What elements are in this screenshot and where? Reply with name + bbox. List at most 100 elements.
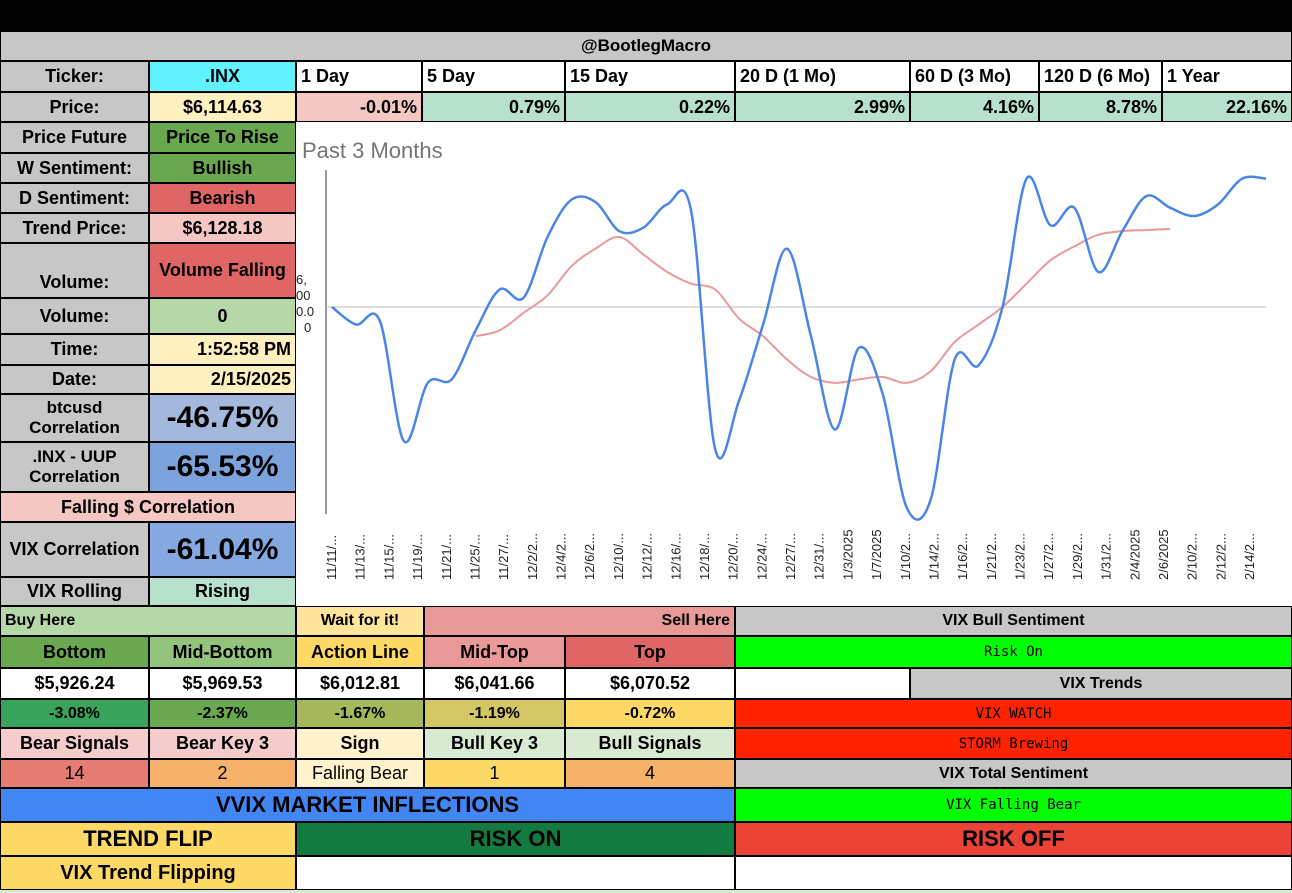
bull-key-3-header: Bull Key 3 (424, 728, 565, 759)
change-5d: 0.79% (422, 92, 565, 122)
x-tick-label: 11/25/... (467, 534, 482, 580)
bull-signals-value: 4 (565, 759, 735, 788)
zone-top-price: $6,070.52 (565, 668, 735, 699)
x-tick-label: 11/21/... (439, 534, 454, 580)
vix-total-sentiment-value: VIX Falling Bear (735, 788, 1292, 822)
price-value: $6,114.63 (149, 92, 296, 122)
x-tick-label: 12/12/... (640, 533, 655, 580)
x-tick-label: 11/15/... (381, 534, 396, 580)
change-60d: 4.16% (910, 92, 1039, 122)
period-60d: 60 D (3 Mo) (910, 61, 1039, 92)
w-sentiment-value: Bullish (149, 153, 296, 183)
time-value: 1:52:58 PM (149, 334, 296, 365)
vix-total-sentiment-label: VIX Total Sentiment (735, 759, 1292, 788)
wait-label: Wait for it! (296, 606, 424, 636)
change-1d: -0.01% (296, 92, 422, 122)
x-tick-label: 2/12/2... (1213, 533, 1228, 580)
x-tick-label: 12/18/... (697, 533, 712, 580)
x-tick-label: 2/4/2025 (1127, 529, 1142, 580)
vix-correlation-label: VIX Correlation (0, 522, 149, 577)
vix-rolling-label: VIX Rolling (0, 577, 149, 606)
blank-cell (735, 856, 1292, 890)
change-20d: 2.99% (735, 92, 910, 122)
ticker-value[interactable]: .INX (149, 61, 296, 92)
date-value: 2/15/2025 (149, 365, 296, 394)
x-tick-label: 1/10/2... (898, 533, 913, 580)
x-tick-label: 12/24/... (754, 533, 769, 580)
vix-correlation-value: -61.04% (149, 522, 296, 577)
bear-signals-value: 14 (0, 759, 149, 788)
x-tick-label: 1/14/2... (926, 533, 941, 580)
x-tick-label: 11/19/... (410, 534, 425, 580)
x-tick-label: 2/10/2... (1185, 533, 1200, 580)
zone-top-header: Top (565, 636, 735, 668)
time-label: Time: (0, 334, 149, 365)
x-tick-label: 1/16/2... (955, 533, 970, 580)
price-future-label: Price Future (0, 122, 149, 153)
period-120d: 120 D (6 Mo) (1039, 61, 1162, 92)
y-tick-fragment: 00 (296, 288, 310, 303)
period-1y: 1 Year (1162, 61, 1292, 92)
d-sentiment-label: D Sentiment: (0, 183, 149, 213)
x-tick-label: 1/23/2... (1013, 533, 1028, 580)
zone-mid-top-price: $6,041.66 (424, 668, 565, 699)
zone-mid-top-pct: -1.19% (424, 699, 565, 728)
x-tick-label: 12/31/... (812, 533, 827, 580)
price-chart: Past 3 Months 6, 00 0.0 0 11/11/... 11/13… (296, 122, 1292, 606)
d-sentiment-value: Bearish (149, 183, 296, 213)
zone-bottom-header: Bottom (0, 636, 149, 668)
next-row-strip (0, 890, 1292, 893)
zone-action-line-header: Action Line (296, 636, 424, 668)
x-tick-label: 11/13/... (353, 534, 368, 580)
change-120d: 8.78% (1039, 92, 1162, 122)
x-tick-label: 1/31/2... (1099, 533, 1114, 580)
x-tick-label: 12/16/... (668, 533, 683, 580)
price-future-value: Price To Rise (149, 122, 296, 153)
vix-rolling-value: Rising (149, 577, 296, 606)
uup-correlation-label: .INX - UUP Correlation (0, 442, 149, 492)
zone-action-line-pct: -1.67% (296, 699, 424, 728)
period-20d: 20 D (1 Mo) (735, 61, 910, 92)
period-15d: 15 Day (565, 61, 735, 92)
x-tick-label: 12/27/... (783, 533, 798, 580)
trend-series-line (475, 227, 1171, 384)
zone-mid-bottom-price: $5,969.53 (149, 668, 296, 699)
vix-storm-brewing: STORM Brewing (735, 728, 1292, 759)
zone-mid-top-header: Mid-Top (424, 636, 565, 668)
y-tick-fragment: 6, (296, 272, 307, 287)
x-tick-label: 1/21/2... (984, 533, 999, 580)
vix-watch: VIX WATCH (735, 699, 1292, 728)
price-chart-svg: Past 3 Months 6, 00 0.0 0 11/11/... 11/13… (296, 138, 1267, 580)
x-tick-label: 11/27/... (496, 534, 511, 580)
risk-on: RISK ON (296, 822, 735, 856)
vvix-market-inflections: VVIX MARKET INFLECTIONS (0, 788, 735, 822)
bear-key-3-header: Bear Key 3 (149, 728, 296, 759)
x-tick-label: 12/10/... (611, 533, 626, 580)
zone-action-line-price: $6,012.81 (296, 668, 424, 699)
bear-signals-header: Bear Signals (0, 728, 149, 759)
bull-signals-header: Bull Signals (565, 728, 735, 759)
sign-value: Falling Bear (296, 759, 424, 788)
risk-off: RISK OFF (735, 822, 1292, 856)
sell-here-label: Sell Here (424, 606, 735, 636)
falling-dollar-correlation: Falling $ Correlation (0, 492, 296, 522)
trend-price-value: $6,128.18 (149, 213, 296, 243)
vix-trend-flipping: VIX Trend Flipping (0, 856, 296, 890)
trend-flip: TREND FLIP (0, 822, 296, 856)
zone-mid-bottom-header: Mid-Bottom (149, 636, 296, 668)
volume-trend-label: Volume: (0, 243, 149, 298)
price-series-line (331, 175, 1267, 521)
w-sentiment-label: W Sentiment: (0, 153, 149, 183)
zone-bottom-pct: -3.08% (0, 699, 149, 728)
btc-correlation-value: -46.75% (149, 394, 296, 442)
uup-correlation-value: -65.53% (149, 442, 296, 492)
volume-label: Volume: (0, 298, 149, 334)
price-label: Price: (0, 92, 149, 122)
x-tick-label: 1/7/2025 (869, 529, 884, 580)
x-tick-label: 12/4/2... (554, 533, 569, 580)
change-15d: 0.22% (565, 92, 735, 122)
x-tick-label: 12/2/2... (525, 533, 540, 580)
zone-mid-bottom-pct: -2.37% (149, 699, 296, 728)
vix-bull-sentiment-label: VIX Bull Sentiment (735, 606, 1292, 636)
x-tick-label: 12/6/2... (582, 533, 597, 580)
